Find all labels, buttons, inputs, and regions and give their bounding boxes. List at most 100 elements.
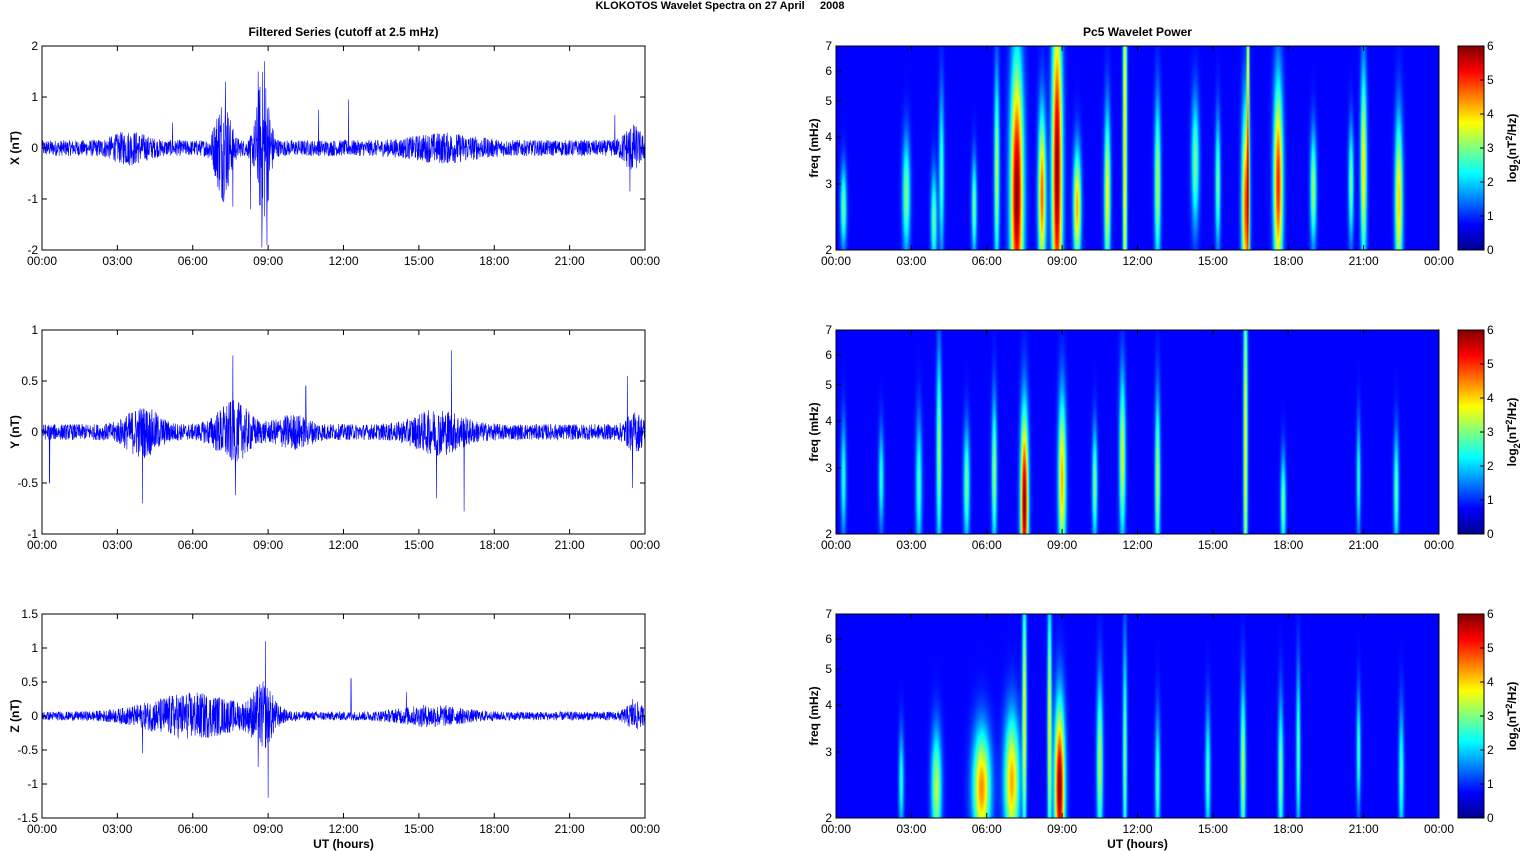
colorbar-tick-label: 1 — [1487, 209, 1494, 223]
wavelet-panel: 2 3 4 5 6 7 00:00 03:00 06:00 09:00 12:00 15:00 18:0… — [807, 323, 1522, 552]
x-tick-label: 21:00 — [1349, 254, 1379, 268]
colorbar-label: log2(nT2/Hz) — [1504, 114, 1522, 183]
y-tick-label: 2 — [825, 243, 832, 257]
x-tick-label: 15:00 — [404, 822, 434, 836]
colorbar-label-part: 2 — [1504, 420, 1514, 425]
y-tick-label: 0.5 — [21, 374, 38, 388]
y-axis-label: X (nT) — [8, 131, 22, 165]
x-tick-label: 00:00 — [27, 254, 57, 268]
x-tick-label: 03:00 — [896, 538, 926, 552]
colorbar-label-part: (nT — [1505, 424, 1519, 443]
x-tick-label: 03:00 — [102, 538, 132, 552]
x-tick-label: 00:00 — [821, 254, 851, 268]
colorbar-tick-label: 6 — [1487, 39, 1494, 53]
y-tick-label: 1.5 — [21, 607, 38, 621]
x-tick-label: 15:00 — [404, 254, 434, 268]
y-tick-label: 7 — [825, 607, 832, 621]
figure-suptitle: KLOKOTOS Wavelet Spectra on 27 April 200… — [595, 0, 845, 12]
x-tick-label: 00:00 — [630, 822, 660, 836]
colorbar-label-part: 2 — [1504, 704, 1514, 709]
x-axis-label: UT (hours) — [313, 837, 374, 851]
x-tick-label: 09:00 — [253, 254, 283, 268]
x-tick-label: 00:00 — [1424, 822, 1454, 836]
colorbar-label: log2(nT2/Hz) — [1504, 682, 1522, 751]
x-tick-label: 18:00 — [1273, 822, 1303, 836]
y-tick-label: 3 — [825, 177, 832, 191]
y-tick-label: 0 — [31, 425, 38, 439]
y-axis-label: freq (mHz) — [807, 686, 821, 745]
colorbar-label-part: log — [1505, 448, 1519, 466]
colorbar-label-part: 2 — [1512, 443, 1522, 448]
y-tick-label: -0.5 — [17, 476, 38, 490]
colorbar-label-part: /Hz) — [1505, 114, 1519, 136]
y-tick-label: 7 — [825, 39, 832, 53]
colorbar — [1457, 329, 1485, 535]
x-tick-label: 06:00 — [178, 538, 208, 552]
colorbar-label-part: 2 — [1512, 159, 1522, 164]
series-line — [42, 61, 645, 248]
y-tick-label: 0.5 — [21, 675, 38, 689]
colorbar — [1457, 613, 1485, 819]
colorbar-tick-label: 5 — [1487, 357, 1494, 371]
colorbar-label: log2(nT2/Hz) — [1504, 398, 1522, 467]
y-tick-label: 6 — [825, 64, 832, 78]
series-line — [42, 641, 645, 798]
panel-title: Pc5 Wavelet Power — [1083, 25, 1192, 39]
y-tick-label: 3 — [825, 745, 832, 759]
x-tick-label: 15:00 — [1198, 538, 1228, 552]
colorbar-tick-label: 0 — [1487, 811, 1494, 825]
series-line — [42, 350, 645, 512]
colorbar-label-part: log — [1505, 732, 1519, 750]
x-tick-label: 03:00 — [896, 254, 926, 268]
timeseries-panel: -1 -0.5 0 0.5 1 00:00 03:00 06:00 09:00 12:00 15:0… — [8, 323, 660, 552]
y-tick-label: -1 — [27, 192, 38, 206]
x-tick-label: 12:00 — [1122, 822, 1152, 836]
y-tick-label: 2 — [825, 811, 832, 825]
colorbar-tick-label: 1 — [1487, 493, 1494, 507]
x-tick-label: 18:00 — [479, 822, 509, 836]
x-tick-label: 06:00 — [178, 254, 208, 268]
y-tick-label: -1.5 — [17, 811, 38, 825]
x-tick-label: 18:00 — [1273, 538, 1303, 552]
x-tick-label: 00:00 — [821, 538, 851, 552]
x-tick-label: 00:00 — [27, 538, 57, 552]
x-tick-label: 18:00 — [1273, 254, 1303, 268]
x-tick-label: 03:00 — [102, 822, 132, 836]
y-tick-label: 4 — [825, 130, 832, 144]
colorbar-tick-label: 4 — [1487, 675, 1494, 689]
y-tick-label: 1 — [31, 90, 38, 104]
x-tick-label: 00:00 — [821, 822, 851, 836]
x-tick-label: 15:00 — [404, 538, 434, 552]
y-tick-label: 5 — [825, 94, 832, 108]
colorbar-tick-label: 2 — [1487, 743, 1494, 757]
x-tick-label: 06:00 — [178, 822, 208, 836]
colorbar-label-part: (nT — [1505, 708, 1519, 727]
x-tick-label: 06:00 — [972, 822, 1002, 836]
x-tick-label: 15:00 — [1198, 254, 1228, 268]
y-tick-label: 5 — [825, 378, 832, 392]
colorbar-tick-label: 6 — [1487, 607, 1494, 621]
colorbar-label-part: 2 — [1504, 136, 1514, 141]
y-tick-label: 7 — [825, 323, 832, 337]
x-tick-label: 09:00 — [1047, 822, 1077, 836]
colorbar-tick-label: 2 — [1487, 175, 1494, 189]
colorbar-label-part: (nT — [1505, 140, 1519, 159]
x-tick-label: 00:00 — [630, 254, 660, 268]
x-tick-label: 21:00 — [1349, 822, 1379, 836]
y-axis-label: freq (mHz) — [807, 118, 821, 177]
colorbar-tick-label: 1 — [1487, 777, 1494, 791]
y-tick-label: 2 — [31, 39, 38, 53]
x-tick-label: 18:00 — [479, 538, 509, 552]
y-tick-label: 4 — [825, 698, 832, 712]
y-tick-label: 6 — [825, 348, 832, 362]
colorbar-tick-label: 2 — [1487, 459, 1494, 473]
timeseries-panel: -1.5 -1 -0.5 0 0.5 1 1.5 00:00 03:00 06:00 09:00 12… — [8, 607, 660, 851]
x-tick-label: 03:00 — [896, 822, 926, 836]
colorbar-tick-label: 4 — [1487, 107, 1494, 121]
colorbar-tick-label: 5 — [1487, 641, 1494, 655]
x-tick-label: 21:00 — [555, 538, 585, 552]
x-tick-label: 21:00 — [555, 254, 585, 268]
colorbar-label-part: log — [1505, 164, 1519, 182]
x-tick-label: 00:00 — [1424, 254, 1454, 268]
